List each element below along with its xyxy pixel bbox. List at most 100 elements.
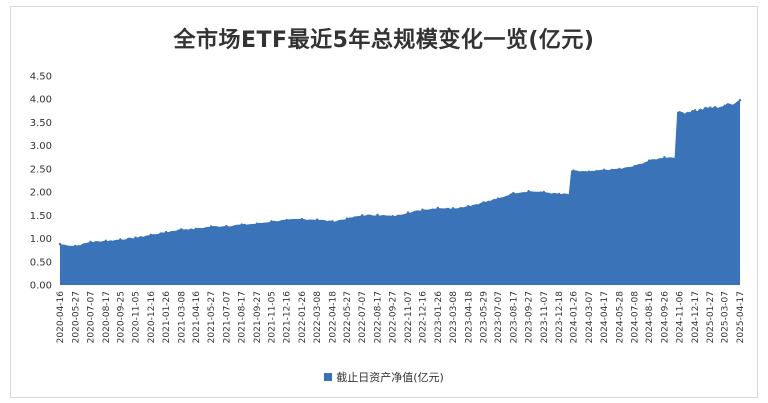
legend-label: 截止日资产净值(亿元) bbox=[336, 371, 444, 384]
data-point bbox=[345, 217, 349, 220]
x-tick-label: 2023-05-29 bbox=[480, 291, 490, 344]
data-point bbox=[225, 224, 228, 228]
x-tick-label: 2020-05-27 bbox=[71, 291, 81, 343]
data-point bbox=[421, 208, 424, 211]
data-point bbox=[542, 190, 546, 194]
y-tick-label: 2.50 bbox=[30, 164, 52, 175]
y-tick-label: 4.00 bbox=[30, 95, 52, 106]
data-point bbox=[255, 222, 259, 225]
x-tick-label: 2023-11-07 bbox=[540, 291, 550, 343]
x-tick-label: 2022-01-26 bbox=[298, 291, 308, 344]
y-tick-label: 4.50 bbox=[30, 72, 52, 83]
x-tick-label: 2024-08-16 bbox=[645, 291, 655, 344]
data-point bbox=[436, 206, 439, 210]
x-tick-label: 2023-08-17 bbox=[509, 291, 519, 343]
data-point bbox=[180, 228, 183, 231]
data-point bbox=[618, 167, 621, 171]
data-point bbox=[663, 156, 666, 159]
data-point bbox=[496, 197, 500, 200]
data-point bbox=[270, 220, 273, 223]
x-tick-label: 2025-03-07 bbox=[721, 291, 731, 343]
data-point bbox=[527, 189, 530, 193]
x-tick-label: 2024-07-08 bbox=[631, 291, 641, 344]
x-tick-label: 2022-05-27 bbox=[343, 291, 353, 343]
data-point bbox=[104, 239, 107, 243]
data-point bbox=[693, 109, 697, 112]
x-tick-label: 2022-09-27 bbox=[389, 291, 399, 343]
data-point bbox=[74, 244, 77, 248]
x-tick-label: 2021-08-17 bbox=[238, 291, 248, 343]
data-point bbox=[451, 207, 455, 210]
data-point bbox=[723, 104, 726, 107]
data-point bbox=[240, 223, 243, 226]
y-tick-label: 0.00 bbox=[30, 281, 52, 292]
x-tick-label: 2023-01-26 bbox=[434, 291, 444, 344]
x-tick-label: 2023-09-27 bbox=[525, 291, 535, 343]
data-point bbox=[331, 220, 334, 223]
x-axis: 2020-04-16 2020-05-27 2020-07-07 2020-08-17… bbox=[56, 291, 746, 344]
data-point bbox=[678, 111, 681, 114]
y-axis: 0.00 0.50 1.00 1.50 2.00 2.50 3.00 3.50 4.00 4.50 bbox=[30, 72, 52, 292]
data-point bbox=[194, 227, 198, 231]
data-point bbox=[557, 192, 561, 196]
data-point bbox=[738, 98, 742, 102]
data-point bbox=[482, 201, 485, 204]
y-tick-label: 1.00 bbox=[30, 234, 52, 245]
x-tick-label: 2024-03-07 bbox=[585, 291, 595, 343]
data-point bbox=[58, 242, 62, 246]
chart-title: 全市场ETF最近5年总规模变化一览(亿元) bbox=[173, 28, 595, 53]
x-tick-label: 2024-04-17 bbox=[600, 291, 610, 343]
x-tick-label: 2021-01-26 bbox=[162, 291, 172, 344]
y-tick-label: 1.50 bbox=[30, 211, 52, 222]
x-tick-label: 2021-12-16 bbox=[283, 291, 293, 344]
x-tick-label: 2020-08-17 bbox=[102, 291, 112, 343]
legend-swatch bbox=[324, 373, 333, 381]
data-point bbox=[406, 211, 410, 214]
y-tick-label: 0.50 bbox=[30, 257, 52, 268]
data-point bbox=[709, 106, 712, 109]
data-point bbox=[134, 236, 137, 239]
data-point bbox=[467, 204, 470, 208]
data-point bbox=[300, 217, 304, 221]
data-point bbox=[119, 238, 122, 241]
x-tick-label: 2021-11-05 bbox=[267, 291, 277, 343]
data-point bbox=[587, 170, 591, 173]
x-tick-label: 2023-03-08 bbox=[449, 291, 459, 344]
data-point bbox=[149, 233, 153, 237]
x-tick-label: 2024-09-26 bbox=[660, 291, 670, 344]
x-tick-label: 2022-04-18 bbox=[328, 291, 338, 344]
x-tick-label: 2024-12-17 bbox=[691, 291, 701, 343]
x-tick-label: 2023-12-18 bbox=[555, 291, 565, 344]
data-point bbox=[647, 159, 651, 162]
x-tick-label: 2020-11-05 bbox=[132, 291, 142, 343]
series-points bbox=[58, 98, 742, 248]
series-area bbox=[60, 100, 740, 285]
data-point bbox=[633, 164, 636, 168]
x-tick-label: 2022-08-17 bbox=[373, 291, 383, 343]
data-point bbox=[209, 225, 213, 228]
x-tick-label: 2021-09-27 bbox=[253, 291, 263, 343]
data-point bbox=[361, 214, 364, 217]
data-point bbox=[602, 168, 606, 172]
x-tick-label: 2024-11-06 bbox=[676, 291, 686, 344]
data-point bbox=[89, 240, 92, 244]
x-tick-label: 2022-03-08 bbox=[313, 291, 323, 344]
data-point bbox=[391, 215, 394, 218]
data-point bbox=[315, 218, 319, 221]
x-tick-label: 2025-01-27 bbox=[706, 291, 716, 343]
x-tick-label: 2024-01-26 bbox=[570, 291, 580, 344]
data-point bbox=[572, 169, 575, 172]
x-tick-label: 2020-09-25 bbox=[116, 291, 126, 343]
x-tick-label: 2024-05-28 bbox=[615, 291, 625, 344]
x-tick-label: 2022-11-07 bbox=[404, 291, 414, 343]
x-tick-label: 2023-04-18 bbox=[464, 291, 474, 344]
x-tick-label: 2020-04-16 bbox=[56, 291, 66, 344]
x-tick-label: 2022-12-16 bbox=[419, 291, 429, 344]
data-point bbox=[512, 191, 515, 195]
data-point bbox=[164, 230, 168, 234]
y-tick-label: 3.00 bbox=[30, 141, 52, 152]
x-tick-label: 2021-07-07 bbox=[222, 291, 232, 343]
y-tick-label: 3.50 bbox=[30, 118, 52, 129]
legend: 截止日资产净值(亿元) bbox=[0, 369, 768, 385]
